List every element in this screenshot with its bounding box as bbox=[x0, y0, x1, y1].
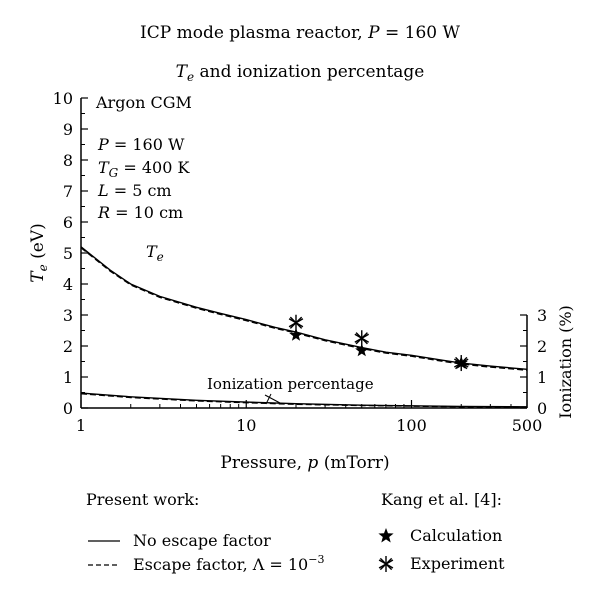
annotation-ionization-pointer bbox=[264, 394, 281, 404]
y-tick-label: 2 bbox=[63, 337, 73, 356]
y2-tick-label: 1 bbox=[537, 368, 547, 387]
y-tick-label: 4 bbox=[63, 275, 73, 294]
y-tick-label: 9 bbox=[63, 120, 73, 139]
y-axis-label: Te (eV) bbox=[28, 223, 50, 282]
y-tick-label: 7 bbox=[63, 182, 73, 201]
experiment-point bbox=[354, 330, 370, 347]
series-ionization-no-escape bbox=[80, 392, 528, 408]
y2-tick-label: 0 bbox=[537, 399, 547, 418]
legend-escape-label: Escape factor, Λ = 10−3 bbox=[133, 553, 324, 574]
legend-left-heading: Present work: bbox=[86, 490, 199, 509]
calculation-point bbox=[355, 343, 369, 357]
chart-subtitle: Te and ionization percentage bbox=[176, 62, 425, 84]
y-tick-label: 5 bbox=[63, 244, 73, 263]
experiment-point bbox=[288, 314, 304, 331]
series-te-no-escape bbox=[80, 246, 528, 370]
annotation-te: Te bbox=[146, 242, 164, 264]
x-tick-label: 500 bbox=[512, 416, 543, 435]
params-heading: Argon CGM bbox=[95, 93, 192, 112]
y-tick-label: 1 bbox=[63, 368, 73, 387]
legend-right-heading: Kang et al. [4]: bbox=[381, 490, 502, 509]
series-te-escape bbox=[80, 247, 528, 371]
x-tick-label: 10 bbox=[236, 416, 256, 435]
series-ionization-escape bbox=[80, 393, 528, 408]
y2-tick-label: 2 bbox=[537, 337, 547, 356]
legend-experiment-marker bbox=[378, 556, 394, 572]
points-layer bbox=[288, 314, 469, 372]
calculation-point bbox=[289, 328, 303, 341]
y2-tick-label: 3 bbox=[537, 306, 547, 325]
y-tick-label: 6 bbox=[63, 213, 73, 232]
param-p: P = 160 W bbox=[97, 135, 185, 154]
calculation-point bbox=[454, 356, 468, 369]
asterisk-icon bbox=[378, 556, 394, 572]
star-icon bbox=[378, 528, 394, 543]
y2-axis-label: Ionization (%) bbox=[556, 305, 575, 419]
y-tick-label: 10 bbox=[53, 89, 73, 108]
legend-calculation-marker bbox=[378, 528, 394, 543]
y2-ticks: 0 1 2 3 bbox=[520, 306, 547, 418]
x-tick-label: 1 bbox=[76, 416, 86, 435]
x-ticks: 1 10 100 500 bbox=[76, 400, 542, 435]
param-tg: TG = 400 K bbox=[98, 158, 190, 180]
y-ticks: 0 1 2 3 4 5 6 7 8 9 10 bbox=[53, 89, 88, 418]
legend-experiment-label: Experiment bbox=[410, 554, 505, 573]
annotation-ionization: Ionization percentage bbox=[207, 375, 374, 393]
y-tick-label: 0 bbox=[63, 399, 73, 418]
annotation-ionization-pointer-tick bbox=[265, 393, 272, 405]
y-tick-label: 3 bbox=[63, 306, 73, 325]
y-tick-label: 8 bbox=[63, 151, 73, 170]
param-r: R = 10 cm bbox=[97, 203, 183, 222]
param-l: L = 5 cm bbox=[97, 181, 172, 200]
legend-no-escape-label: No escape factor bbox=[133, 531, 271, 550]
x-tick-label: 100 bbox=[396, 416, 427, 435]
chart-title: ICP mode plasma reactor, P = 160 W bbox=[140, 23, 460, 43]
x-axis-label: Pressure, p (mTorr) bbox=[220, 453, 389, 473]
legend-calculation-label: Calculation bbox=[410, 526, 502, 545]
